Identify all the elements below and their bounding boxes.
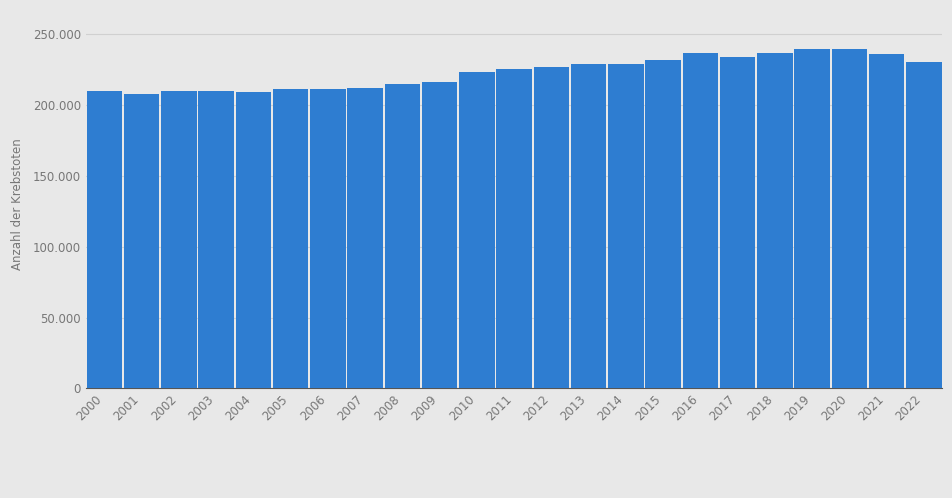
Bar <box>645 60 681 388</box>
Y-axis label: Anzahl der Krebstoten: Anzahl der Krebstoten <box>11 138 25 270</box>
Bar <box>571 64 606 388</box>
Bar <box>310 89 346 388</box>
Bar <box>794 49 830 388</box>
Bar <box>683 52 718 388</box>
Bar <box>385 84 420 388</box>
Bar <box>534 67 569 388</box>
Bar <box>87 91 122 388</box>
Bar <box>832 49 867 388</box>
Bar <box>869 54 904 388</box>
Bar <box>496 69 532 388</box>
Bar <box>198 92 234 388</box>
Bar <box>124 94 159 388</box>
Bar <box>422 82 457 388</box>
Bar <box>720 57 755 388</box>
Bar <box>236 92 271 388</box>
Bar <box>757 52 792 388</box>
Bar <box>459 72 494 388</box>
Bar <box>273 89 308 388</box>
Bar <box>161 91 196 388</box>
Bar <box>906 62 942 388</box>
Bar <box>608 64 644 388</box>
Bar <box>347 88 383 388</box>
